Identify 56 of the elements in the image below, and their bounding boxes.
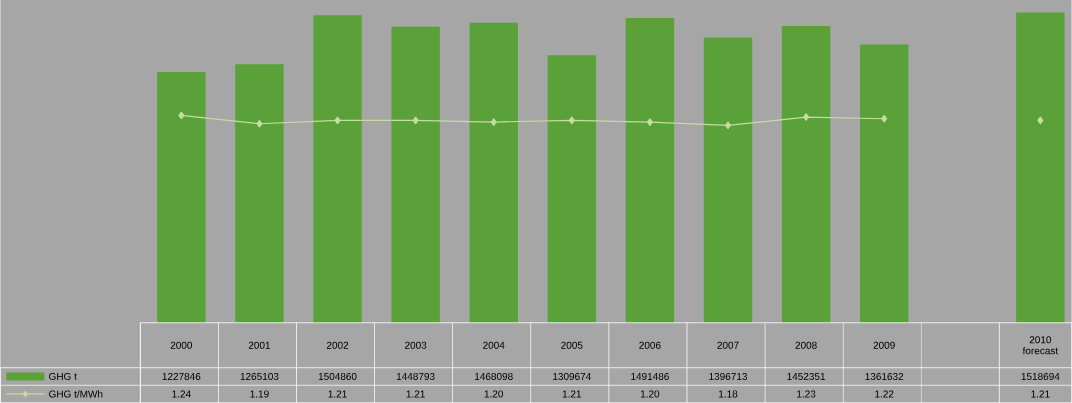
point [1037,116,1044,125]
x-tick-label: 2000 [170,341,193,349]
x-tick-label: 2004 [483,341,505,349]
bar [157,71,206,323]
x-tick-label: 2010 forecast [1022,336,1059,355]
point [178,111,185,120]
data-label: 1309674 [553,372,591,380]
data-label: 1.19 [250,390,269,398]
data-label: 1265103 [240,372,279,380]
data-label: 1.21 [562,390,582,398]
data-label: 1448793 [396,372,435,380]
data-label: 1452351 [787,372,826,380]
bar [781,26,831,323]
x-tick-label: 2009 [873,341,895,349]
data-label: 1.18 [719,390,738,398]
x-tick-label: 2002 [326,341,349,349]
point [334,116,341,125]
data-label: 1518694 [1021,372,1060,380]
x-tick-label: 2008 [795,341,817,349]
data-label: 1.20 [484,390,504,398]
data-label: 1.24 [172,390,191,398]
data-label: 1491486 [631,372,669,380]
data-label: 1.21 [1031,390,1050,398]
legend-label: GHG t [49,372,77,380]
data-label: 1227846 [162,372,201,380]
data-label: 1.20 [640,390,660,398]
x-tick-label: 2007 [717,341,739,349]
bar [469,22,518,323]
bar [859,44,909,323]
data-label: 1468098 [475,372,513,380]
data-label: 1396713 [709,372,748,380]
data-label: 1504860 [318,372,357,380]
data-label: 1.21 [328,390,347,398]
bar [235,64,284,323]
bar [1016,12,1065,323]
legend-label: GHG t/MWh [49,390,103,398]
data-label: 1.22 [875,390,894,398]
point [803,113,810,121]
data-label: 1361632 [865,372,904,380]
bar [547,55,597,323]
x-tick-label: 2005 [561,341,583,349]
point [646,118,653,126]
data-label: 1.21 [406,390,425,398]
bar [625,18,675,323]
point [256,119,263,128]
data-label: 1.23 [797,390,816,398]
x-tick-label: 2001 [248,341,271,349]
point [412,116,419,125]
x-tick-label: 2003 [405,341,427,349]
point [881,114,888,123]
point [568,116,575,125]
bar [703,37,753,323]
bar [391,26,440,323]
x-tick-label: 2006 [639,341,661,349]
point [490,118,497,126]
bar [313,15,362,323]
